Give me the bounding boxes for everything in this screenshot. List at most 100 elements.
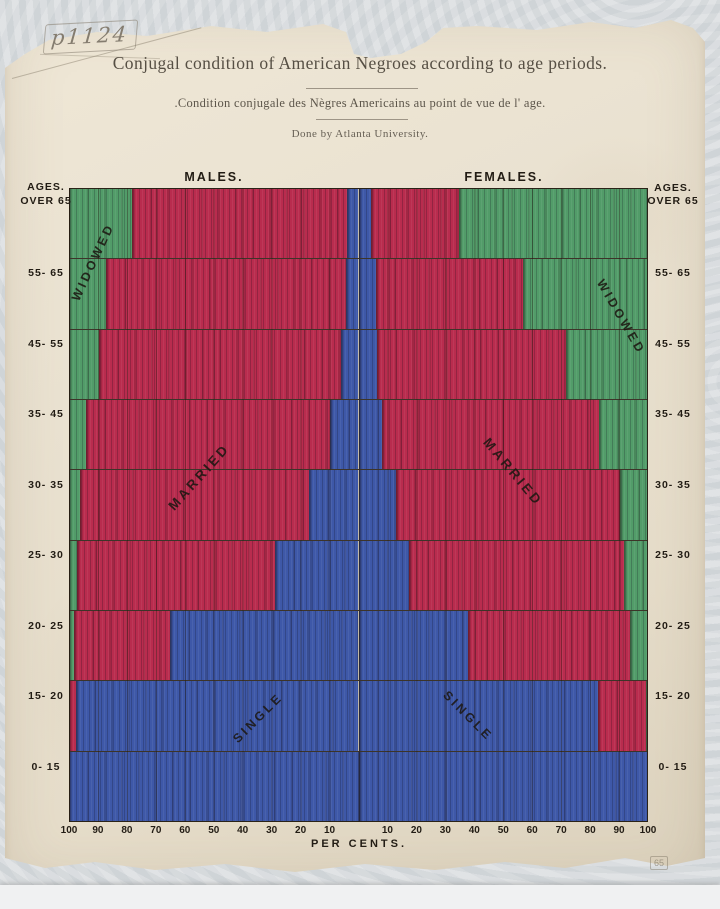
female-OVER65-married-segment	[371, 189, 460, 259]
age-row-0-15	[70, 751, 647, 822]
female-25-30-widowed-segment	[623, 540, 648, 611]
female-15-20-widowed-segment	[645, 681, 648, 751]
female-20-25-widowed-segment	[629, 610, 648, 681]
x-tick-right-10: 10	[381, 825, 393, 836]
age-tick-right-OVER65: OVER 65	[647, 195, 699, 207]
female-30-35-widowed-segment	[619, 470, 648, 540]
ages-axis-label-left: AGES.	[27, 181, 65, 193]
male-half	[70, 610, 359, 681]
female-55-65-married-segment	[375, 259, 524, 329]
male-20-25-married-segment	[74, 610, 170, 681]
age-tick-left-25-30: 25- 30	[28, 549, 64, 562]
female-OVER65-widowed-segment	[459, 189, 647, 259]
x-tick-right-80: 80	[584, 825, 596, 836]
male-30-35-married-segment	[80, 470, 310, 540]
male-35-45-widowed-segment	[70, 399, 86, 470]
male-half	[70, 189, 359, 259]
male-15-20-married-segment	[70, 681, 76, 751]
age-row-55-65	[70, 259, 648, 330]
male-15-20-single-segment	[75, 681, 359, 751]
male-30-35-single-segment	[309, 470, 359, 540]
male-0-15-single-segment	[70, 751, 359, 822]
female-half	[358, 399, 648, 470]
females-column-header: FEMALES.	[464, 170, 544, 184]
x-tick-left-60: 60	[179, 825, 191, 836]
female-35-45-married-segment	[381, 399, 600, 470]
x-tick-left-10: 10	[323, 825, 336, 836]
male-30-35-widowed-segment	[70, 470, 81, 540]
male-25-30-widowed-segment	[70, 540, 78, 611]
x-tick-right-20: 20	[410, 825, 422, 836]
female-25-30-single-segment	[358, 540, 410, 611]
plate-number-stamp: 65	[650, 856, 669, 870]
x-tick-left-20: 20	[295, 825, 307, 836]
x-tick-right-90: 90	[613, 825, 625, 836]
age-row-15-20	[70, 681, 648, 752]
female-15-20-single-segment	[358, 681, 599, 751]
age-tick-right-35-45: 35- 45	[655, 408, 691, 421]
age-tick-left-15-20: 15- 20	[28, 690, 64, 703]
divider-rule	[316, 119, 408, 120]
age-tick-left-0-15: 0- 15	[31, 760, 61, 773]
male-25-30-married-segment	[77, 540, 275, 611]
male-half	[70, 399, 359, 470]
male-55-65-widowed-segment	[70, 259, 107, 329]
female-half	[358, 610, 648, 681]
age-row-30-35	[70, 470, 648, 541]
female-20-25-married-segment	[468, 610, 630, 681]
male-half	[70, 259, 359, 329]
x-tick-left-50: 50	[208, 825, 220, 836]
female-half	[358, 751, 647, 822]
male-25-30-single-segment	[274, 540, 359, 611]
males-column-header: MALES.	[184, 170, 244, 184]
female-20-25-single-segment	[358, 610, 469, 681]
male-35-45-single-segment	[329, 399, 359, 470]
male-20-25-single-segment	[169, 610, 359, 681]
page-title: Conjugal condition of American Negroes a…	[112, 53, 608, 73]
male-half	[70, 681, 359, 751]
age-row-35-45	[70, 399, 648, 471]
x-tick-left-70: 70	[150, 825, 162, 836]
age-tick-right-30-35: 30- 35	[655, 478, 691, 491]
x-tick-left-80: 80	[121, 825, 133, 836]
male-55-65-married-segment	[106, 259, 346, 329]
male-55-65-single-segment	[345, 259, 359, 329]
female-15-20-married-segment	[597, 681, 646, 751]
male-35-45-married-segment	[85, 399, 330, 470]
x-tick-left-30: 30	[266, 825, 278, 836]
ages-axis-label-right: AGES.	[654, 182, 692, 194]
female-55-65-single-segment	[358, 259, 377, 329]
age-tick-right-45-55: 45- 55	[655, 337, 691, 350]
age-tick-left-45-55: 45- 55	[28, 337, 64, 350]
male-half	[70, 329, 359, 400]
conjugal-condition-chart	[69, 188, 648, 822]
male-45-55-married-segment	[98, 329, 342, 400]
x-tick-right-60: 60	[526, 825, 538, 836]
age-tick-left-20-25: 20- 25	[28, 619, 64, 632]
female-25-30-married-segment	[408, 540, 624, 611]
female-35-45-widowed-segment	[599, 399, 647, 470]
female-half	[358, 259, 648, 329]
male-20-25-widowed-segment	[70, 610, 75, 681]
male-OVER65-married-segment	[132, 189, 347, 259]
x-tick-right-100: 100	[639, 825, 657, 836]
female-30-35-single-segment	[358, 470, 396, 540]
female-half	[358, 189, 648, 259]
age-tick-left-55-65: 55- 65	[28, 267, 64, 280]
male-45-55-widowed-segment	[70, 329, 99, 400]
credit-line: Done by Atlanta University.	[291, 128, 429, 140]
age-tick-right-0-15: 0- 15	[658, 760, 688, 773]
female-0-15-single-segment	[358, 751, 647, 822]
age-row-45-55	[70, 329, 647, 400]
female-half	[358, 470, 648, 540]
age-row-25-30	[70, 540, 648, 611]
male-half	[70, 751, 359, 822]
age-row-20-25	[70, 610, 648, 682]
pencil-accession-mark: p1124	[42, 19, 139, 55]
female-half	[358, 681, 648, 751]
age-tick-left-35-45: 35- 45	[28, 408, 64, 421]
male-half	[70, 540, 359, 611]
male-OVER65-widowed-segment	[70, 189, 133, 259]
backing-bottom-edge	[0, 885, 720, 909]
